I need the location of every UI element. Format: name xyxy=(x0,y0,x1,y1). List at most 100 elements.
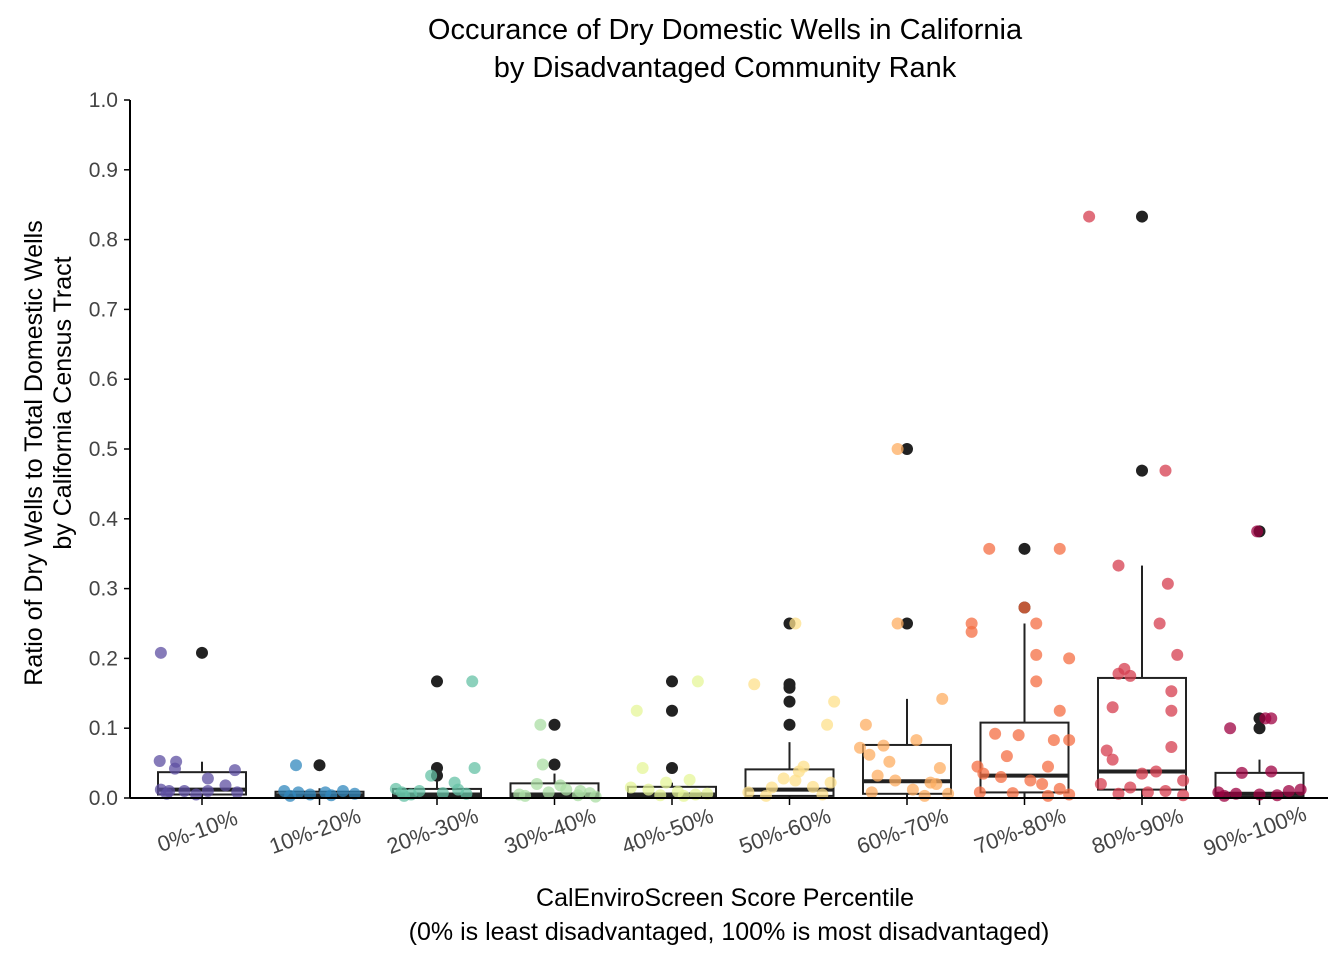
data-point xyxy=(642,783,655,796)
box-outlier xyxy=(548,758,561,771)
data-point xyxy=(1083,210,1096,223)
data-point xyxy=(1100,744,1113,757)
data-point xyxy=(1106,701,1119,714)
data-point xyxy=(460,787,473,800)
data-point xyxy=(589,790,602,803)
data-point xyxy=(891,617,904,630)
data-point xyxy=(1136,767,1148,780)
data-point xyxy=(1153,617,1166,630)
data-point xyxy=(153,755,166,768)
data-point xyxy=(231,786,244,799)
data-point xyxy=(807,780,819,793)
data-point xyxy=(821,718,834,731)
data-point xyxy=(683,773,696,786)
data-point xyxy=(154,646,167,659)
y-tick-label: 0.1 xyxy=(89,717,118,740)
data-point xyxy=(965,617,978,630)
box-outlier xyxy=(431,675,443,688)
data-point xyxy=(160,787,173,800)
data-point xyxy=(1094,778,1107,791)
box-outlier xyxy=(1136,210,1148,223)
data-point xyxy=(883,755,896,768)
data-point xyxy=(789,774,802,787)
data-point xyxy=(1012,729,1025,742)
data-point xyxy=(760,789,772,802)
data-point xyxy=(398,789,411,802)
data-point xyxy=(624,781,637,794)
data-point xyxy=(1265,765,1278,778)
data-point xyxy=(1106,753,1119,766)
y-tick-label: 1.0 xyxy=(89,89,118,112)
data-point xyxy=(1053,704,1066,717)
data-point xyxy=(468,761,481,774)
data-point xyxy=(1224,722,1237,735)
data-point xyxy=(572,789,584,802)
data-point xyxy=(168,762,181,775)
box-outlier xyxy=(666,704,678,717)
data-point xyxy=(877,739,890,752)
data-point xyxy=(871,769,884,782)
data-point xyxy=(654,789,667,802)
data-point xyxy=(425,769,438,782)
data-point xyxy=(1063,652,1076,665)
data-point xyxy=(228,764,241,777)
data-point xyxy=(1271,789,1284,802)
data-point xyxy=(910,734,923,747)
box-outlier xyxy=(548,718,561,731)
data-point xyxy=(1053,542,1066,555)
data-point xyxy=(1042,760,1054,773)
data-point xyxy=(178,785,191,798)
data-point xyxy=(1259,712,1272,725)
data-point xyxy=(466,675,479,688)
data-point xyxy=(325,789,338,802)
data-point xyxy=(824,776,837,789)
data-point xyxy=(636,761,649,774)
y-tick-label: 0.7 xyxy=(89,298,118,321)
data-point xyxy=(630,704,643,717)
data-point xyxy=(1165,704,1178,717)
data-point xyxy=(1230,787,1242,800)
data-point xyxy=(530,778,543,791)
data-point xyxy=(1030,648,1043,661)
box-outlier xyxy=(783,718,796,731)
box-outlier xyxy=(783,678,796,691)
data-point xyxy=(1218,789,1231,802)
data-point xyxy=(777,772,790,785)
box-outlier xyxy=(196,646,208,659)
data-point xyxy=(1124,781,1137,794)
data-point xyxy=(1006,787,1019,800)
y-tick-label: 0.9 xyxy=(89,159,118,182)
data-point xyxy=(977,767,990,780)
data-point xyxy=(413,785,426,798)
data-point xyxy=(1165,685,1178,698)
data-point xyxy=(865,786,878,799)
data-point xyxy=(1282,785,1295,798)
y-axis-title-line1: Ratio of Dry Wells to Total Domestic Wel… xyxy=(20,220,48,685)
data-point xyxy=(1251,525,1264,538)
y-tick-label: 0.3 xyxy=(89,578,118,601)
data-point xyxy=(1030,617,1043,630)
data-point xyxy=(1036,778,1049,791)
data-point xyxy=(930,778,943,791)
data-point xyxy=(789,617,802,630)
data-point xyxy=(436,787,449,800)
box-outlier xyxy=(1136,464,1148,477)
data-point xyxy=(828,695,841,708)
data-point xyxy=(691,675,704,688)
data-point xyxy=(1159,464,1172,477)
y-tick-label: 0.0 xyxy=(89,787,118,810)
data-point xyxy=(1177,789,1190,802)
data-point xyxy=(1150,765,1163,778)
data-point xyxy=(765,781,778,794)
data-point xyxy=(1047,734,1060,747)
box-outlier xyxy=(901,617,913,630)
box-outlier xyxy=(901,443,913,455)
data-point xyxy=(748,678,761,691)
data-point xyxy=(701,787,714,800)
data-point xyxy=(201,785,214,798)
data-point xyxy=(290,759,302,772)
data-point xyxy=(677,789,690,802)
x-axis-title-line2: (0% is least disadvantaged, 100% is most… xyxy=(409,918,1050,946)
data-point xyxy=(1159,785,1172,798)
